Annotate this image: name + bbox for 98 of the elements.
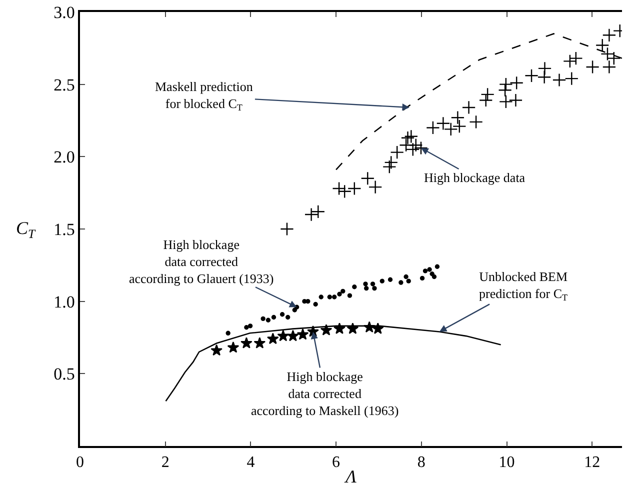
y-tick-label: 0.5: [54, 364, 75, 384]
annotation: Maskell prediction for blocked C$_{T}$: [155, 79, 254, 113]
point: [320, 324, 332, 336]
point: [348, 182, 362, 196]
point: [480, 88, 494, 102]
y-tick-label: 1.0: [54, 292, 75, 312]
annotation: High blockage data corrected according to Maskell (1963): [251, 369, 399, 418]
y-tick-label: 2.0: [54, 148, 75, 167]
point: [452, 119, 466, 134]
annotation: High blockage data: [424, 170, 526, 185]
point: [432, 274, 437, 280]
point: [266, 318, 271, 322]
point: [498, 83, 512, 98]
point: [538, 62, 552, 76]
point: [266, 332, 279, 344]
point: [271, 314, 276, 320]
point: [244, 325, 249, 330]
y-tick-label: 3.0: [54, 2, 75, 22]
point: [327, 294, 332, 300]
point: [563, 54, 577, 68]
point: [564, 72, 579, 86]
point: [311, 204, 326, 219]
x-axis-title: Λ: [344, 466, 357, 487]
x-tick-label: 4: [246, 454, 255, 471]
point: [332, 294, 337, 300]
point: [292, 308, 298, 312]
point: [332, 182, 346, 196]
y-tick-label: 1.5: [54, 220, 75, 239]
point: [524, 68, 538, 83]
point: [338, 184, 352, 198]
point: [210, 344, 222, 356]
point: [384, 156, 398, 170]
point: [602, 60, 616, 74]
point: [406, 278, 411, 284]
point: [537, 70, 552, 84]
point: [337, 292, 342, 296]
annotation: High blockage data corrected according to Glauert (1933): [129, 237, 274, 286]
point: [372, 286, 377, 291]
point: [450, 110, 465, 125]
y-axis-title: C$_{T}$: [16, 218, 36, 241]
point: [306, 298, 310, 304]
point: [318, 294, 324, 300]
x-tick-label: 0: [76, 454, 84, 471]
point: [304, 208, 318, 222]
point: [352, 284, 357, 290]
point: [430, 272, 434, 276]
x-tick-label: 12: [584, 454, 600, 471]
point: [478, 93, 493, 108]
point: [277, 330, 290, 342]
point: [586, 60, 600, 74]
point: [340, 288, 346, 294]
point: [390, 145, 404, 160]
x-tick-label: 2: [161, 454, 170, 471]
point: [313, 302, 318, 307]
point: [240, 337, 252, 348]
point: [280, 222, 294, 236]
point: [508, 93, 523, 108]
point: [404, 274, 408, 280]
point: [510, 76, 524, 90]
point: [426, 120, 440, 135]
point: [499, 77, 513, 92]
point: [347, 293, 352, 298]
point: [372, 322, 384, 334]
y-tick-label: 2.5: [54, 75, 75, 94]
point: [364, 286, 369, 291]
point: [469, 115, 483, 129]
point: [363, 282, 368, 286]
x-tick-label: 6: [332, 454, 340, 471]
point: [380, 278, 384, 284]
point: [248, 324, 253, 328]
point: [420, 276, 425, 281]
point: [552, 73, 566, 87]
point: [227, 341, 240, 353]
point: [334, 322, 346, 334]
point: [462, 100, 476, 114]
point: [346, 322, 359, 334]
point: [422, 268, 428, 274]
point: [226, 330, 230, 336]
point: [296, 328, 309, 340]
point: [427, 267, 432, 272]
point: [370, 282, 376, 286]
point: [254, 337, 266, 348]
point: [280, 312, 285, 317]
point: [285, 314, 290, 320]
point: [434, 264, 440, 269]
point: [414, 141, 428, 155]
point: [388, 277, 393, 282]
x-tick-label: 10: [498, 454, 515, 471]
point: [287, 330, 299, 342]
point: [260, 316, 266, 322]
x-tick-label: 8: [417, 454, 426, 471]
point: [602, 28, 616, 42]
point: [569, 51, 583, 66]
point: [382, 160, 396, 174]
point: [499, 94, 513, 109]
point: [398, 280, 404, 285]
annotation: Unblocked BEM prediction for C$_{T}$: [479, 269, 568, 303]
line-series: [335, 33, 622, 170]
